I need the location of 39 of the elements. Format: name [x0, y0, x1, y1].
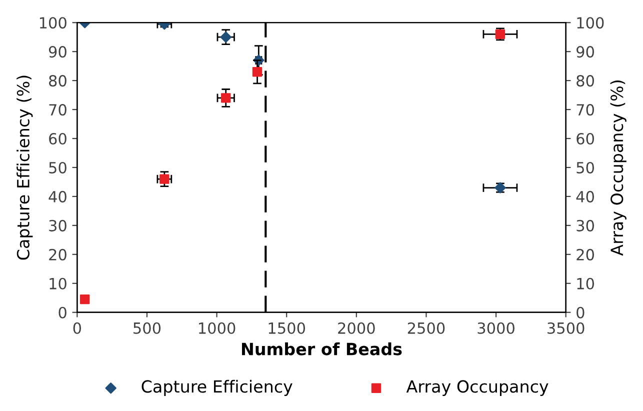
y-tick-label: 60	[49, 132, 66, 145]
x-tick-label: 1000	[199, 322, 236, 334]
y2-tick-label: 50	[576, 162, 594, 174]
y2-tick-label: 80	[576, 75, 594, 87]
point	[160, 174, 170, 184]
legend-label: Array Occupancy	[406, 380, 548, 396]
x-tick-label: 3000	[478, 322, 514, 334]
y2-tick-label: 40	[576, 190, 594, 202]
x-tick-label: 1500	[268, 322, 306, 334]
y2-tick-label: 0	[576, 306, 584, 318]
point	[252, 67, 262, 77]
y-tick-label: 100	[40, 17, 66, 29]
y-tick-label: 80	[49, 75, 66, 87]
x-tick-label: 3500	[548, 322, 584, 334]
y2-tick-label: 100	[577, 17, 604, 29]
y-tick-label: 40	[48, 190, 66, 202]
x-tick-label: 2000	[338, 322, 375, 334]
point	[80, 294, 90, 304]
legend-label: Capture Efficiency	[142, 380, 292, 396]
x-tick-label: 0	[73, 322, 82, 334]
x-tick-label: 500	[134, 322, 161, 334]
y2-axis-title: Array Occupancy (%)	[610, 80, 626, 256]
y-axis-title: Capture Efficiency (%)	[16, 76, 33, 260]
y-tick-label: 10	[50, 278, 66, 290]
y2-tick-label: 70	[576, 104, 594, 116]
y-tick-label: 70	[49, 104, 66, 116]
y-tick-label: 30	[49, 220, 66, 232]
y2-tick-label: 60	[576, 132, 594, 145]
y2-tick-label: 90	[576, 46, 594, 58]
y-tick-label: 50	[49, 162, 66, 174]
y-tick-label: 0	[58, 306, 66, 318]
y2-tick-label: 10	[577, 278, 594, 290]
y2-tick-label: 20	[576, 248, 594, 260]
x-axis-title: Number of Beads	[242, 342, 402, 356]
point	[220, 93, 231, 103]
y2-tick-label: 30	[576, 220, 594, 232]
y-tick-label: 20	[49, 248, 66, 260]
x-tick-label: 2500	[408, 322, 445, 334]
y-tick-label: 90	[48, 46, 66, 58]
